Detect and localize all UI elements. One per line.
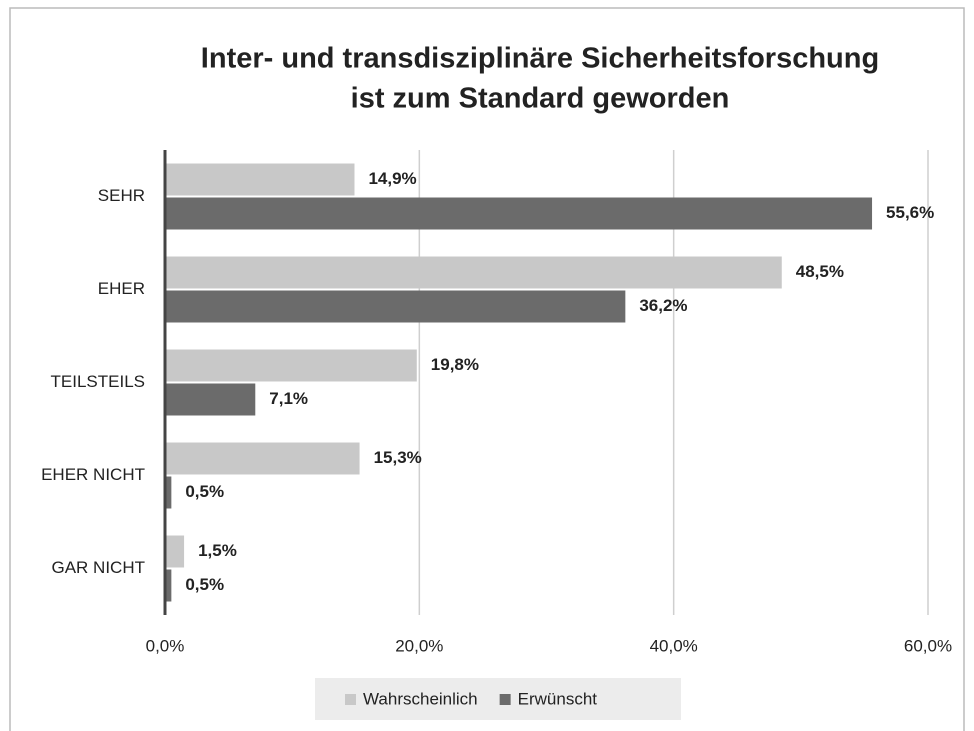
- y-tick-label: SEHR: [98, 186, 145, 205]
- bar: [165, 349, 417, 382]
- x-tick-label: 20,0%: [395, 636, 443, 655]
- legend-label: Wahrscheinlich: [363, 689, 478, 708]
- data-label: 36,2%: [639, 296, 687, 315]
- y-tick-label: GAR NICHT: [52, 558, 146, 577]
- bar: [165, 569, 172, 602]
- bar: [165, 197, 873, 230]
- legend-background: [315, 678, 681, 720]
- legend-swatch: [499, 694, 511, 705]
- data-label: 7,1%: [269, 389, 308, 408]
- legend-swatch: [345, 694, 356, 705]
- y-tick-label: TEILSTEILS: [51, 372, 145, 391]
- y-tick-label: EHER: [98, 279, 145, 298]
- bar: [165, 535, 185, 568]
- bar: [165, 256, 782, 289]
- bar: [165, 290, 626, 323]
- x-tick-label: 40,0%: [650, 636, 698, 655]
- x-tick-label: 0,0%: [146, 636, 185, 655]
- y-tick-label: EHER NICHT: [41, 465, 145, 484]
- data-label: 1,5%: [198, 541, 237, 560]
- legend-label: Erwünscht: [518, 689, 598, 708]
- data-label: 0,5%: [185, 575, 224, 594]
- data-label: 55,6%: [886, 203, 934, 222]
- chart-title: Inter- und transdisziplinäre Sicherheits…: [201, 43, 879, 75]
- data-label: 19,8%: [431, 355, 479, 374]
- data-label: 0,5%: [185, 482, 224, 501]
- data-label: 14,9%: [368, 169, 416, 188]
- data-label: 15,3%: [374, 448, 422, 467]
- bar: [165, 442, 360, 475]
- data-label: 48,5%: [796, 262, 844, 281]
- bar: [165, 383, 256, 416]
- bar: [165, 476, 172, 509]
- bar: [165, 163, 355, 196]
- chart-title: ist zum Standard geworden: [351, 83, 730, 115]
- x-tick-label: 60,0%: [904, 636, 952, 655]
- chart-frame: [9, 7, 965, 731]
